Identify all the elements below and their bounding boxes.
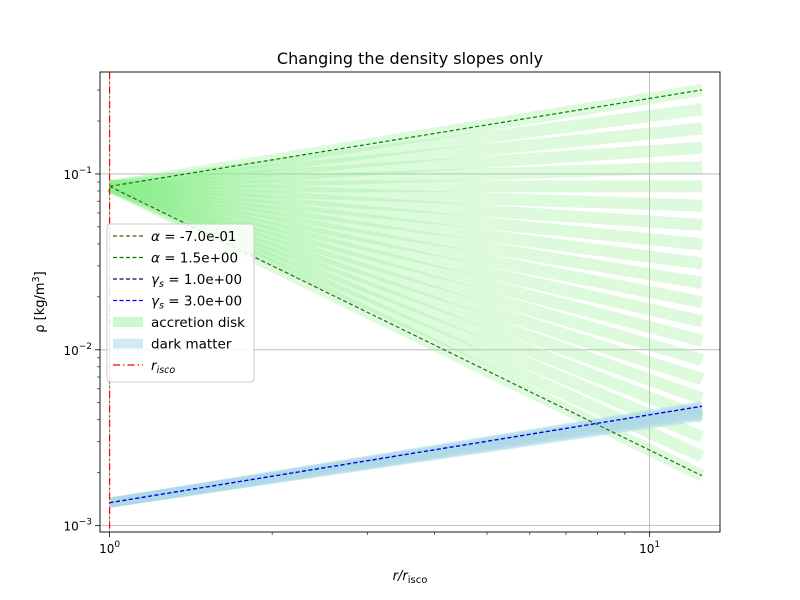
accretion-disk-band [108, 180, 704, 347]
y-tick-label: 10−3 [63, 518, 92, 534]
y-axis-label: ρ [kg/m3] [31, 271, 48, 332]
accretion-disk-band [108, 180, 704, 308]
series-line [109, 405, 703, 504]
series-lines [108, 72, 703, 532]
series-line [109, 89, 703, 187]
y-tick-label: 10−1 [63, 166, 92, 182]
legend-box [106, 223, 255, 383]
accretion-disk-band [108, 180, 703, 251]
ticks: 100 101 10−3 10−2 10−1 [63, 89, 660, 556]
accretion-disk-band [107, 180, 704, 405]
accretion-disk-band [109, 180, 703, 231]
x-tick-label: 100 [99, 540, 120, 556]
x-axis-label-base: r/r [393, 569, 410, 584]
y-tick-label: 10−2 [63, 342, 92, 358]
legend-label: γs = 1.0e+00 [151, 272, 242, 290]
x-axis-label: r/risco [393, 569, 428, 586]
legend-label: risco [151, 358, 175, 376]
accretion-disk-band [109, 180, 703, 212]
plot-frame [99, 71, 721, 533]
x-axis-label-sub: isco [408, 575, 428, 586]
accretion-disk-band [108, 180, 703, 270]
y-axis-label-suffix: ] [33, 271, 48, 276]
accretion-disk-band [108, 122, 703, 193]
accretion-disk-band [108, 180, 703, 289]
x-tick-label: 101 [639, 540, 660, 556]
legend-label: dark matter [151, 337, 232, 353]
legend-label: accretion disk [151, 315, 245, 331]
legend-label: α = -7.0e-01 [151, 229, 237, 245]
accretion-disk-band [108, 103, 703, 193]
dark-matter-band [108, 410, 703, 508]
legend-label: α = 1.5e+00 [151, 251, 238, 267]
series-line [109, 185, 703, 477]
legend-label: γs = 3.0e+00 [151, 294, 242, 312]
accretion-disk-band [109, 141, 703, 193]
chart-title: Changing the density slopes only [277, 49, 543, 68]
y-axis-label-sup: 3 [31, 276, 42, 282]
y-axis-label-prefix: ρ [kg/m [33, 282, 48, 332]
accretion-disk-band [108, 180, 704, 328]
accretion-disk-band [107, 180, 704, 366]
accretion-disk-band [109, 161, 703, 193]
legend: α = -7.0e-01 α = 1.5e+00 γs = 1.0e+00 γs = … [106, 223, 255, 383]
accretion-disk-band [107, 180, 704, 385]
